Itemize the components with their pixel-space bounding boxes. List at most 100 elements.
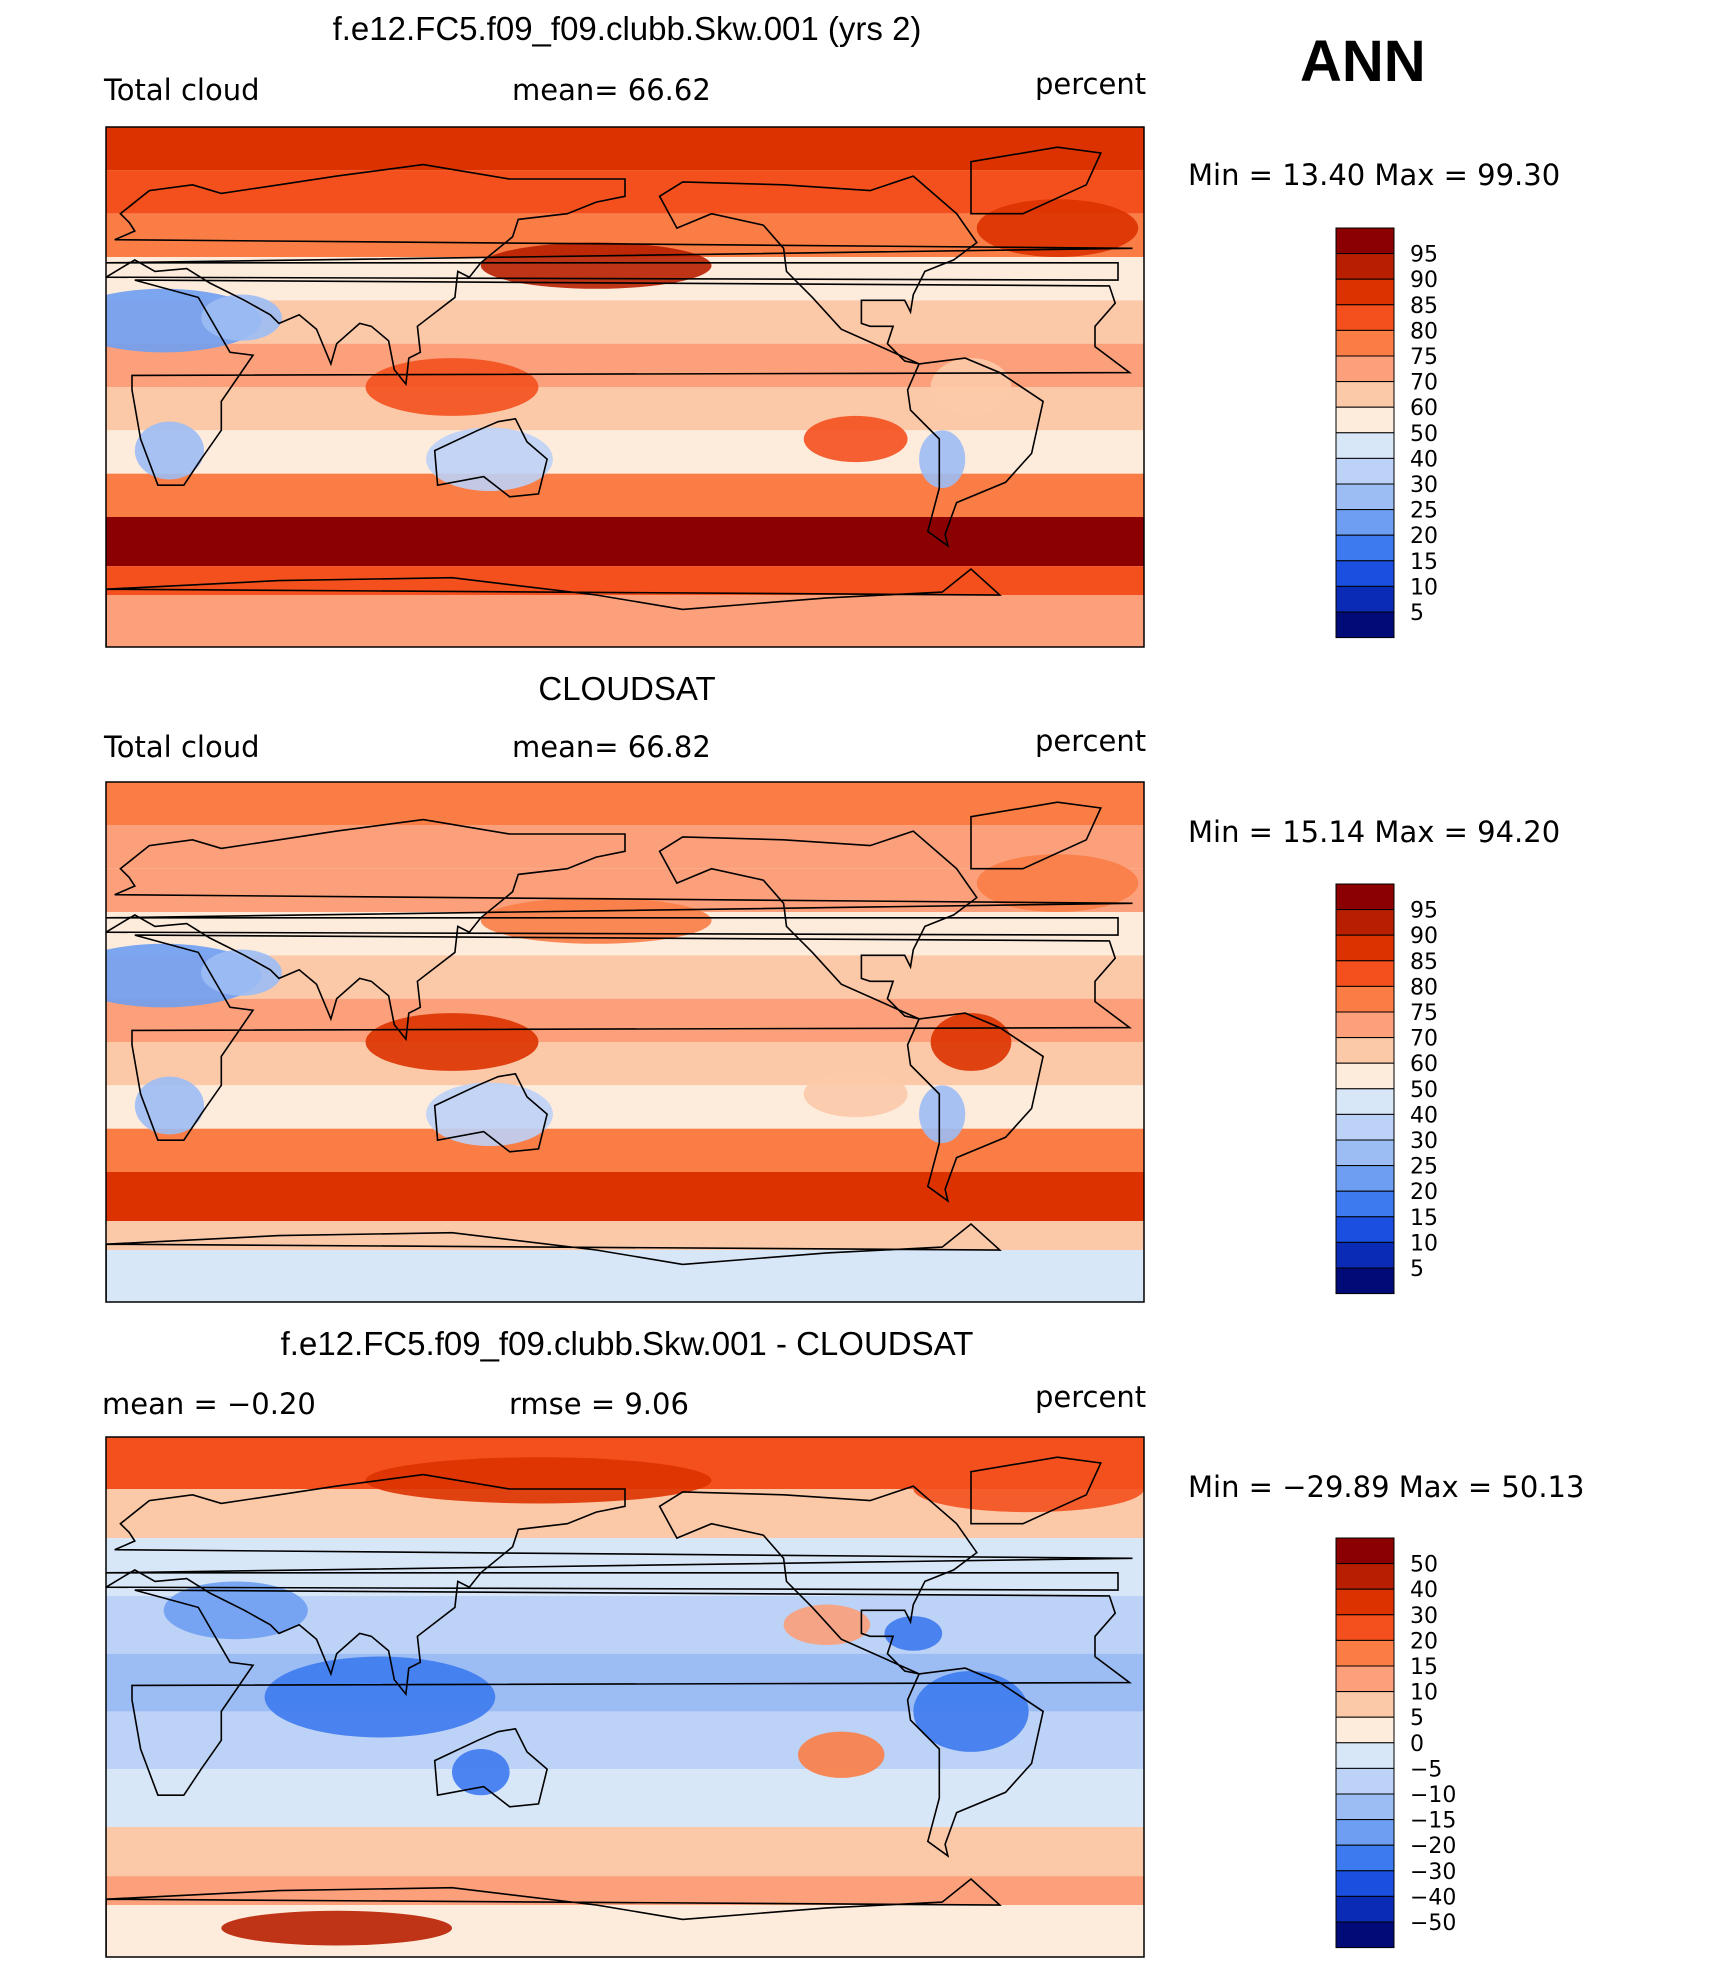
colorbar-tick-label: 25 bbox=[1410, 1155, 1438, 1180]
field-band bbox=[106, 1769, 1144, 1827]
colorbar-tick-label: 20 bbox=[1410, 1629, 1438, 1654]
coastline bbox=[106, 1877, 1002, 1957]
field-feature bbox=[201, 294, 282, 341]
colorbar-box bbox=[1335, 509, 1395, 536]
colorbar-tick-label: 40 bbox=[1410, 447, 1438, 472]
field-feature bbox=[365, 1013, 539, 1071]
colorbar-tick-label: 30 bbox=[1410, 473, 1438, 498]
coastline bbox=[106, 163, 1133, 387]
colorbar-box bbox=[1335, 1793, 1395, 1821]
colorbar-tick-label: 10 bbox=[1410, 575, 1438, 600]
colorbar-tick-label: −5 bbox=[1410, 1757, 1442, 1782]
colorbar-tick-label: 15 bbox=[1410, 1655, 1438, 1680]
field-band bbox=[106, 1538, 1144, 1596]
colorbar-tick-label: 25 bbox=[1410, 499, 1438, 524]
colorbar-tick-label: 30 bbox=[1410, 1604, 1438, 1629]
coastline bbox=[433, 1072, 548, 1153]
colorbar-tick-label: 50 bbox=[1410, 422, 1438, 447]
colorbar-box bbox=[1335, 1267, 1395, 1295]
panel2-variable-label: Total cloud bbox=[104, 730, 260, 764]
colorbar-box bbox=[1335, 883, 1395, 911]
field-feature bbox=[480, 242, 712, 289]
colorbar-tick-label: 5 bbox=[1410, 601, 1424, 626]
field-band bbox=[106, 1827, 1144, 1877]
field-band bbox=[106, 1085, 1144, 1129]
panel2-minmax: Min = 15.14 Max = 94.20 bbox=[1188, 815, 1561, 849]
coastline bbox=[970, 146, 1102, 215]
colorbar-box bbox=[1335, 1665, 1395, 1693]
field-band bbox=[106, 517, 1144, 567]
colorbar-box bbox=[1335, 909, 1395, 936]
panel3-rmse-label: rmse = 9.06 bbox=[509, 1387, 689, 1421]
coastline bbox=[906, 357, 1044, 548]
colorbar-tick-label: 40 bbox=[1410, 1578, 1438, 1603]
field-band bbox=[106, 473, 1144, 517]
colorbar-box bbox=[1335, 355, 1395, 383]
field-feature bbox=[365, 1457, 712, 1504]
field-feature bbox=[884, 1616, 943, 1651]
coastline bbox=[433, 417, 548, 498]
panel2-mean-label: mean= 66.82 bbox=[512, 730, 711, 764]
map-panel-2 bbox=[105, 781, 1145, 1303]
colorbar-box bbox=[1335, 611, 1395, 639]
map-panel-1 bbox=[105, 126, 1145, 648]
colorbar-box bbox=[1335, 1742, 1395, 1769]
colorbar-box bbox=[1335, 1139, 1395, 1167]
colorbar-box bbox=[1335, 1870, 1395, 1897]
field-1 bbox=[106, 127, 1144, 647]
colorbar-tick-label: 90 bbox=[1410, 924, 1438, 949]
panel3-units: percent bbox=[1035, 1380, 1147, 1414]
colorbar-box bbox=[1335, 1037, 1395, 1064]
panel1-variable-label: Total cloud bbox=[104, 73, 260, 107]
coastline bbox=[970, 801, 1102, 870]
field-band bbox=[106, 782, 1144, 826]
season-label: ANN bbox=[1300, 29, 1426, 94]
colorbar-tick-label: 20 bbox=[1410, 524, 1438, 549]
colorbar-tick-label: 90 bbox=[1410, 268, 1438, 293]
colorbar-box bbox=[1335, 381, 1395, 408]
colorbar-tick-label: 80 bbox=[1410, 319, 1438, 344]
colorbar-tick-label: 80 bbox=[1410, 975, 1438, 1000]
field-feature bbox=[452, 1749, 510, 1796]
colorbar-box bbox=[1335, 1537, 1395, 1565]
colorbar-box bbox=[1335, 1691, 1395, 1718]
colorbar-box bbox=[1335, 1716, 1395, 1744]
colorbar-box bbox=[1335, 1563, 1395, 1590]
field-feature bbox=[783, 1604, 871, 1645]
colorbar-tick-label: 10 bbox=[1410, 1681, 1438, 1706]
colorbar-tick-label: 60 bbox=[1410, 396, 1438, 421]
colorbar-tick-label: 85 bbox=[1410, 294, 1438, 319]
colorbar-box bbox=[1335, 1190, 1395, 1218]
colorbar-tick-label: 50 bbox=[1410, 1553, 1438, 1578]
colorbar-tick-label: 95 bbox=[1410, 899, 1438, 924]
colorbar-tick-label: 70 bbox=[1410, 371, 1438, 396]
colorbar-box bbox=[1335, 457, 1395, 485]
field-band bbox=[106, 1172, 1144, 1222]
map-panel-3 bbox=[105, 1436, 1145, 1958]
colorbar-tick-label: 30 bbox=[1410, 1129, 1438, 1154]
colorbar-box bbox=[1335, 1062, 1395, 1090]
field-feature bbox=[134, 1076, 205, 1135]
colorbar-tick-label: 20 bbox=[1410, 1180, 1438, 1205]
coastline bbox=[106, 818, 1133, 1042]
colorbar-box bbox=[1335, 1241, 1395, 1269]
colorbar-box bbox=[1335, 560, 1395, 587]
field-2 bbox=[106, 782, 1144, 1302]
field-feature bbox=[134, 421, 205, 480]
colorbar-tick-label: −15 bbox=[1410, 1809, 1456, 1834]
panel2-title: CLOUDSAT bbox=[538, 670, 716, 707]
colorbar-box bbox=[1335, 1639, 1395, 1667]
field-feature bbox=[426, 427, 553, 491]
field-feature bbox=[163, 1581, 308, 1640]
panel2-units: percent bbox=[1035, 724, 1147, 758]
colorbar-tick-label: 5 bbox=[1410, 1257, 1424, 1282]
colorbar-tick-label: 0 bbox=[1410, 1732, 1424, 1757]
coastline bbox=[906, 1012, 1044, 1203]
map-frame bbox=[105, 1436, 1145, 1958]
map-frame bbox=[105, 781, 1145, 1303]
panel1-mean-label: mean= 66.62 bbox=[512, 73, 711, 107]
colorbar-tick-label: −50 bbox=[1410, 1911, 1456, 1936]
coastline bbox=[433, 1727, 548, 1808]
